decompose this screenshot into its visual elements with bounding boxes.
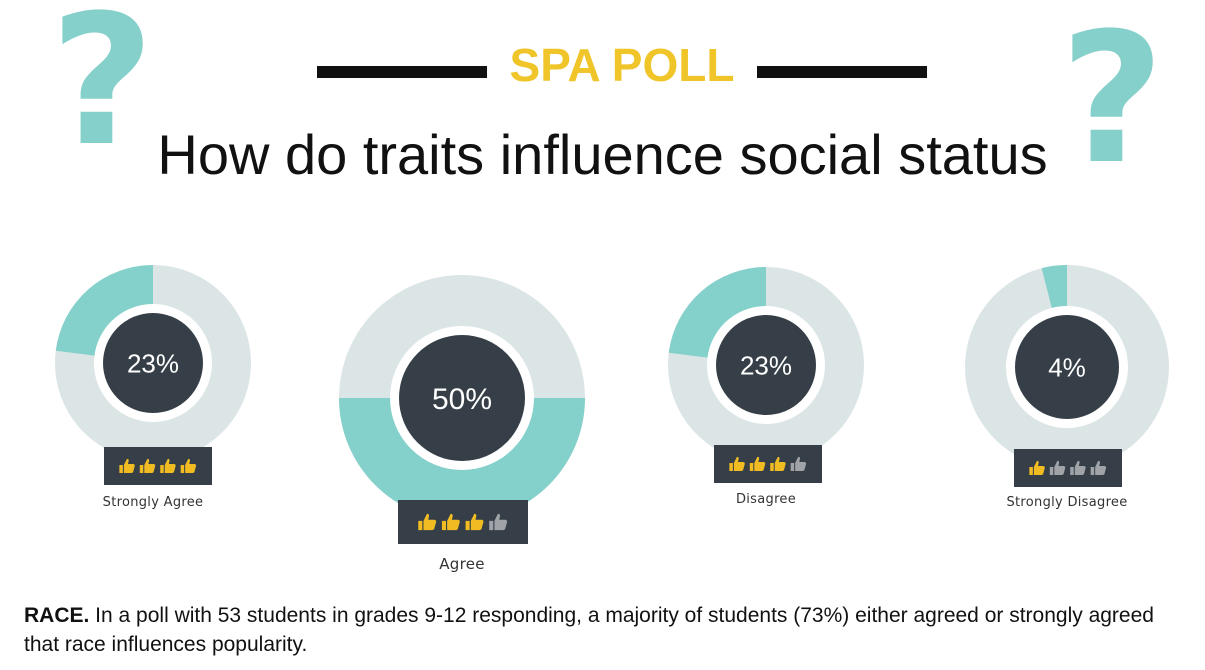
caption-text: In a poll with 53 students in grades 9-1… — [24, 604, 1154, 656]
thumbs-up-icon — [180, 458, 197, 473]
thumbs-up-icon — [418, 513, 437, 531]
rating-plate-agree — [398, 500, 528, 544]
thumbs-up-icon — [1090, 460, 1107, 475]
donut-disagree: 23% Disagree — [668, 266, 864, 507]
thumbs-up-icon — [729, 456, 745, 471]
poll-label: SPA POLL — [509, 39, 735, 91]
category-label-disagree: Disagree — [736, 492, 796, 507]
question-mark-left-icon: ? — [50, 0, 155, 186]
donut-center-disagree — [716, 315, 816, 415]
thumbs-up-icon — [489, 513, 508, 531]
thumbs-up-icon — [749, 456, 766, 471]
donut-strongly-disagree: 4% Strongly Disagree — [965, 265, 1169, 510]
donut-value-label-agree: 50% — [432, 383, 492, 416]
donut-value-label-disagree: 23% — [740, 350, 792, 380]
category-label-strongly-agree: Strongly Agree — [103, 495, 204, 510]
thumbs-up-icon — [441, 513, 460, 531]
donut-strongly-agree: 23% Strongly Agree — [55, 265, 251, 510]
caption-lead: RACE. — [24, 604, 90, 627]
thumbs-up-icon — [1049, 460, 1066, 475]
donut-center-strongly-disagree — [1015, 315, 1119, 419]
donut-value-label-strongly-disagree: 4% — [1048, 352, 1086, 382]
page-title: How do traits influence social status — [157, 123, 1048, 186]
thumbs-up-icon — [465, 513, 484, 531]
donut-center-agree — [399, 335, 525, 461]
category-label-strongly-disagree: Strongly Disagree — [1006, 495, 1127, 510]
title-rule-left — [317, 66, 487, 78]
donut-center-strongly-agree — [103, 313, 203, 413]
caption: RACE. In a poll with 53 students in grad… — [24, 601, 1184, 659]
thumbs-up-icon — [790, 456, 807, 471]
category-label-agree: Agree — [439, 555, 485, 573]
donut-agree: 50% Agree — [339, 275, 585, 573]
title-rule-right — [757, 66, 927, 78]
thumbs-up-icon — [1070, 460, 1086, 475]
thumbs-up-icon — [1029, 460, 1045, 475]
thumbs-up-icon — [160, 458, 176, 473]
donut-charts: 23% Strongly Agree 50% Agree 23% Disagree 4% St… — [55, 265, 1169, 573]
donut-value-label-strongly-agree: 23% — [127, 348, 179, 378]
thumbs-up-icon — [139, 458, 156, 473]
thumbs-up-icon — [119, 458, 135, 473]
thumbs-up-icon — [770, 456, 786, 471]
question-mark-right-icon: ? — [1060, 0, 1165, 204]
